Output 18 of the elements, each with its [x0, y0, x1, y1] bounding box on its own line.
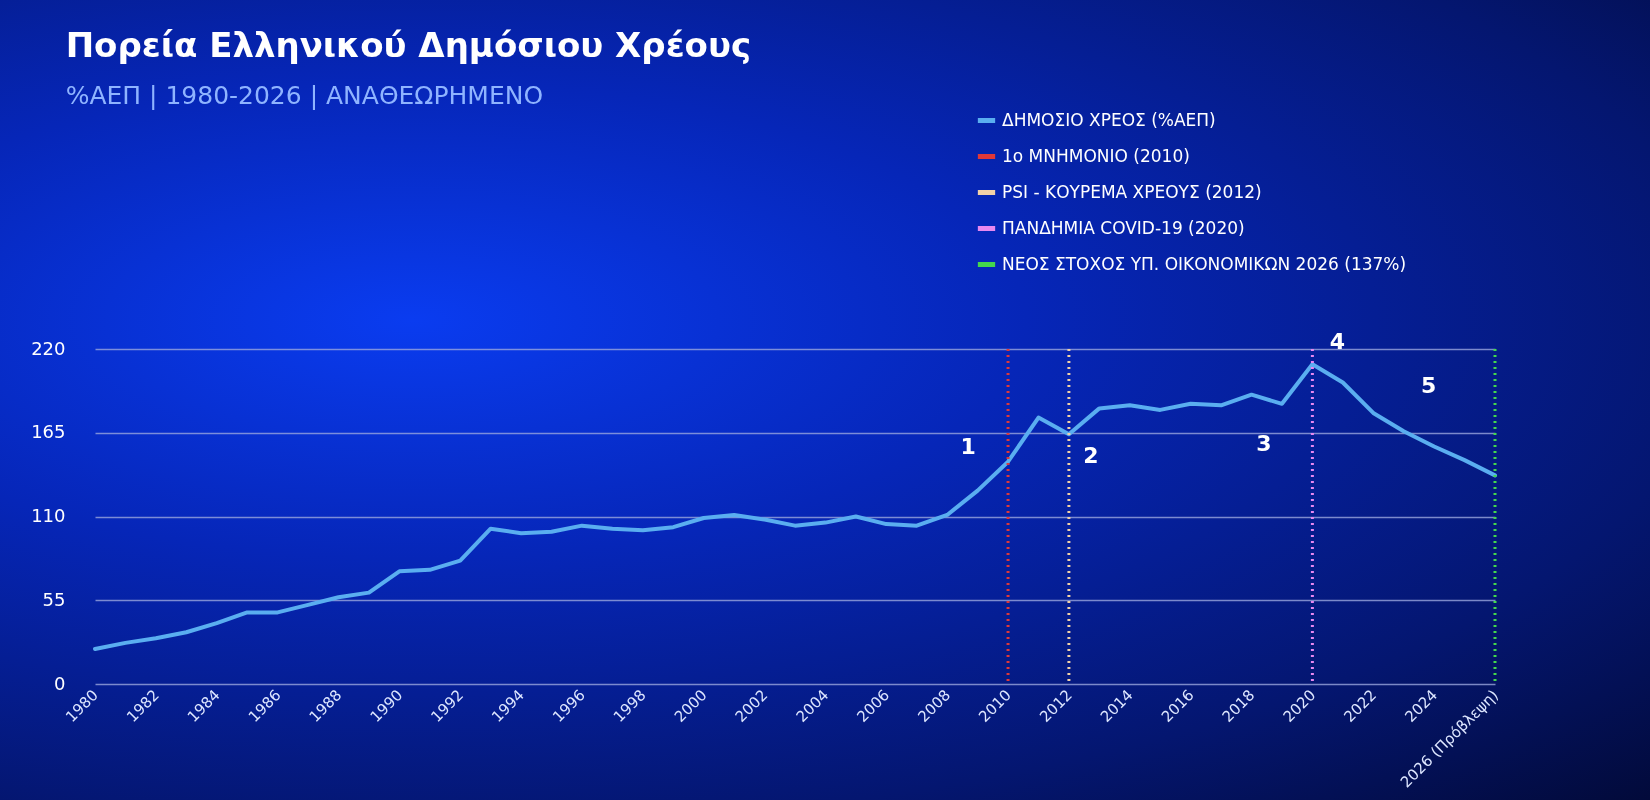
annotation: 5 [1421, 373, 1437, 399]
legend-label: 1ο ΜΝΗΜΟΝΙΟ (2010) [1002, 145, 1190, 166]
annotation: 3 [1256, 430, 1272, 456]
y-tick-label: 220 [31, 337, 66, 359]
legend-label: ΔΗΜΟΣΙΟ ΧΡΕΟΣ (%ΑΕΠ) [1002, 109, 1216, 130]
annotation: 2 [1083, 443, 1099, 469]
annotation: 1 [960, 433, 976, 459]
y-tick-label: 110 [31, 505, 66, 526]
y-tick-label: 165 [31, 421, 66, 443]
legend-label: ΝΕΟΣ ΣΤΟΧΟΣ ΥΠ. ΟΙΚΟΝΟΜΙΚΩΝ 2026 (137%) [1002, 253, 1407, 274]
y-tick-label: 0 [54, 672, 66, 694]
legend-label: ΠΑΝΔΗΜΙΑ COVID-19 (2020) [1002, 217, 1245, 238]
chart-subtitle: %ΑΕΠ | 1980-2026 | ΑΝΑΘΕΩΡΗΜΕΝΟ [65, 81, 544, 110]
y-tick-label: 55 [42, 588, 66, 610]
annotation: 4 [1329, 329, 1346, 355]
legend-label: PSI - ΚΟΥΡΕΜΑ ΧΡΕΟΥΣ (2012) [1002, 181, 1262, 202]
chart-title: Πορεία Ελληνικού Δημόσιου Χρέους [65, 25, 752, 65]
line-series [93, 362, 1497, 651]
